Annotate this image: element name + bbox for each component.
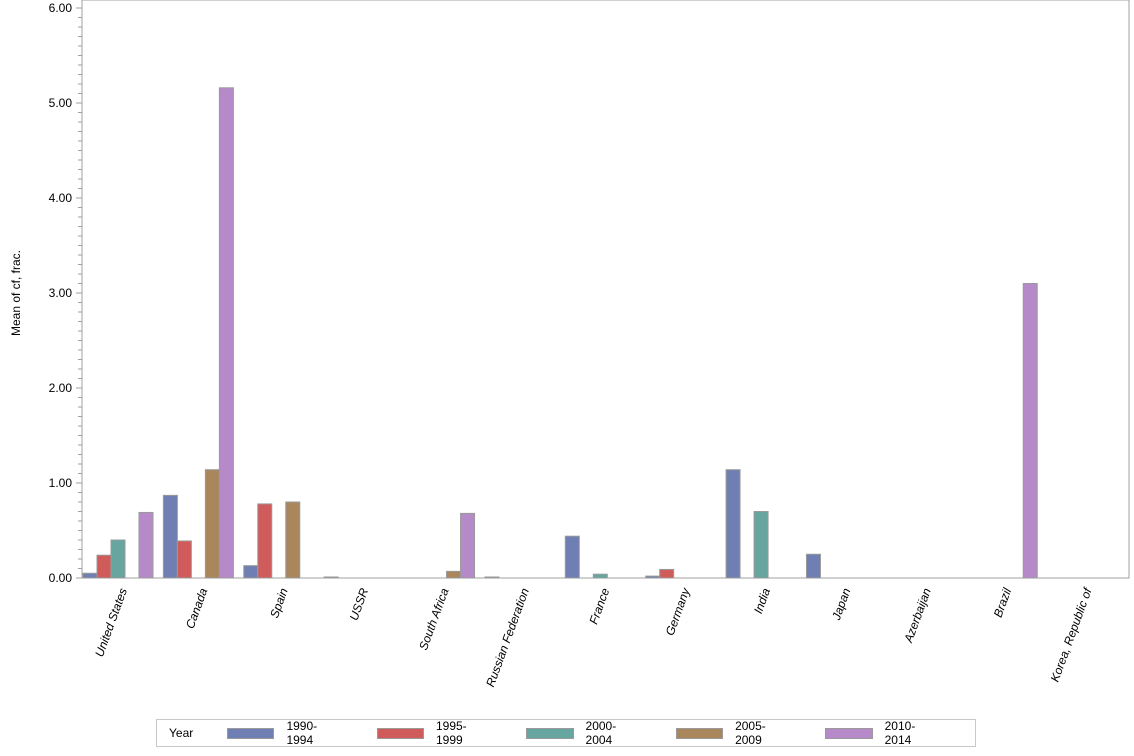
legend-item-2010-2014: 2010-2014 — [825, 719, 941, 747]
y-tick-label: 0.00 — [49, 571, 73, 585]
y-tick-label: 6.00 — [49, 1, 73, 15]
legend-label: 1990-1994 — [286, 719, 318, 747]
y-axis-title: Mean of cf, frac. — [9, 250, 23, 336]
y-tick-label: 3.00 — [49, 286, 73, 300]
legend-label: 2005-2009 — [735, 719, 766, 747]
legend: Year 1990-1994 1995-1999 2000-2004 2005-… — [156, 719, 976, 747]
legend-item-1990-1994: 1990-1994 — [227, 719, 343, 747]
bar — [138, 511, 154, 579]
y-tick-label: 5.00 — [49, 96, 73, 110]
x-tick-label: Korea, Republic of — [1048, 585, 1095, 684]
y-tick-label: 1.00 — [49, 476, 73, 490]
legend-label: 1995-1999 — [435, 719, 467, 747]
x-tick-label: South Africa — [416, 586, 451, 652]
bar — [484, 576, 500, 579]
bar — [592, 573, 608, 579]
bar — [1022, 283, 1038, 579]
x-tick-label: United States — [92, 586, 130, 658]
x-tick-label: USSR — [347, 586, 372, 622]
legend-label: 2010-2014 — [884, 719, 916, 747]
bar — [96, 554, 112, 579]
legend-title: Year — [169, 726, 194, 740]
legend-item-2000-2004: 2000-2004 — [526, 719, 642, 747]
bar — [753, 511, 769, 579]
y-tick-label: 4.00 — [49, 191, 73, 205]
x-tick-label: India — [751, 586, 773, 616]
x-tick-label: Spain — [267, 586, 291, 620]
bars — [82, 87, 1038, 579]
bar — [659, 568, 675, 579]
legend-swatch — [825, 727, 873, 739]
bar — [82, 572, 98, 579]
x-tick-label: Japan — [829, 586, 854, 623]
bar — [564, 535, 580, 579]
x-tick-label: Russian Federation — [483, 586, 532, 689]
bar — [110, 539, 126, 579]
legend-swatch — [376, 727, 424, 739]
bar — [725, 469, 741, 579]
x-axis: United States Canada Spain USSR South Africa… — [92, 585, 1095, 689]
bar — [645, 575, 661, 579]
legend-swatch — [675, 727, 724, 739]
legend-swatch — [526, 727, 574, 739]
bar — [285, 501, 301, 579]
legend-swatch — [227, 727, 275, 739]
x-tick-label: Canada — [183, 586, 211, 631]
bar — [243, 565, 259, 579]
bar — [446, 570, 462, 579]
x-tick-label: Azerbaijan — [901, 586, 934, 645]
legend-label: 2000-2004 — [585, 719, 617, 747]
x-tick-label: Germany — [663, 585, 693, 637]
bar — [460, 512, 476, 579]
bar-chart: 0.00 1.00 2.00 3.00 4.00 5.00 6.00 United Stat… — [9, 0, 1130, 689]
bar — [176, 540, 192, 579]
legend-item-1995-1999: 1995-1999 — [376, 719, 493, 747]
bar — [162, 494, 178, 579]
bar — [805, 553, 821, 579]
y-tick-label: 2.00 — [49, 381, 73, 395]
legend-item-2005-2009: 2005-2009 — [675, 719, 792, 747]
x-tick-label: France — [586, 586, 612, 626]
bar — [218, 87, 234, 579]
bar — [257, 503, 273, 579]
bar — [204, 469, 220, 579]
bar — [323, 576, 339, 579]
x-tick-label: Brazil — [991, 586, 1015, 619]
plot-frame — [81, 0, 1130, 579]
